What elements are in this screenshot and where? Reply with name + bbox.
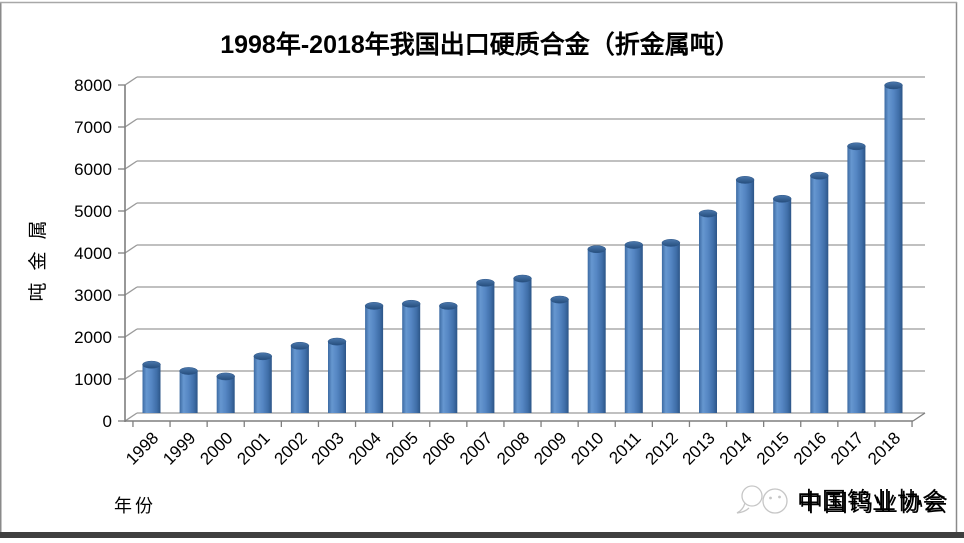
bar-body-2017 bbox=[847, 146, 866, 414]
grid-depth-diagonal bbox=[124, 286, 138, 296]
y-tick-label: 5000 bbox=[74, 202, 112, 221]
y-tick-label: 6000 bbox=[74, 160, 112, 179]
y-tick-label: 0 bbox=[103, 412, 112, 431]
bar-body-2002 bbox=[290, 345, 309, 413]
bar-body-2015 bbox=[773, 198, 792, 413]
bar-cap-1999 bbox=[179, 367, 198, 375]
bar-body-2005 bbox=[402, 303, 421, 413]
chart-title: 1998年-2018年我国出口硬质合金（折金属吨） bbox=[220, 30, 740, 59]
x-tick-label: 1998 bbox=[122, 428, 162, 468]
x-axis-title: 年份 bbox=[114, 496, 156, 516]
bar-cap-2011 bbox=[624, 241, 644, 249]
bar-cap-2014 bbox=[735, 176, 755, 184]
y-tick-label: 2000 bbox=[74, 328, 112, 347]
x-tick-label: 2012 bbox=[642, 428, 682, 468]
bar-cap-2004 bbox=[364, 302, 384, 310]
x-tick-label: 2017 bbox=[827, 428, 867, 468]
x-tick-label: 2005 bbox=[382, 428, 422, 468]
x-tick-label: 2009 bbox=[530, 428, 570, 468]
grid-depth-diagonal bbox=[124, 118, 138, 128]
bar-body-2012 bbox=[661, 242, 680, 413]
watermark-text: 中国钨业协会 bbox=[797, 488, 947, 515]
x-tick-label: 2001 bbox=[233, 428, 273, 468]
bar-cap-2012 bbox=[661, 239, 681, 247]
grid-depth-diagonal bbox=[124, 202, 138, 212]
bar-cap-2007 bbox=[476, 278, 495, 287]
bar-body-2000 bbox=[216, 376, 235, 413]
bar-body-2013 bbox=[699, 213, 717, 413]
floor-right-diagonal bbox=[912, 412, 926, 422]
x-tick-label: 2003 bbox=[308, 428, 348, 468]
bar-body-2016 bbox=[810, 175, 829, 413]
x-tick-label: 2015 bbox=[753, 428, 793, 468]
x-tick-label: 2016 bbox=[790, 428, 830, 468]
grid-depth-diagonal bbox=[124, 244, 138, 254]
grid-depth-diagonal bbox=[124, 370, 138, 380]
x-tick-label: 2018 bbox=[864, 428, 904, 468]
grid-depth-diagonal bbox=[124, 160, 138, 170]
watermark-text-shadow: 中国钨业协会 bbox=[799, 490, 949, 517]
bar-cap-2017 bbox=[847, 142, 866, 151]
bar-cap-2000 bbox=[216, 372, 235, 381]
bar-cap-2003 bbox=[327, 337, 347, 346]
bar-body-1998 bbox=[142, 364, 161, 413]
bar-body-2010 bbox=[587, 249, 606, 413]
bottom-bar bbox=[0, 532, 964, 538]
bar-body-2008 bbox=[513, 278, 532, 413]
grid-depth-diagonal bbox=[124, 328, 138, 338]
x-tick-label: 1999 bbox=[159, 428, 199, 468]
y-tick-label: 8000 bbox=[74, 76, 112, 95]
bar-body-2007 bbox=[476, 282, 495, 413]
y-tick-label: 1000 bbox=[74, 370, 112, 389]
x-tick-label: 2013 bbox=[679, 428, 719, 468]
bar-cap-2018 bbox=[884, 81, 903, 90]
bar-cap-1998 bbox=[142, 360, 161, 369]
bar-cap-2006 bbox=[439, 302, 458, 310]
x-tick-label: 2008 bbox=[493, 428, 533, 468]
y-tick-label: 3000 bbox=[74, 286, 112, 305]
bar-body-2014 bbox=[736, 179, 755, 413]
watermark: 中国钨业协会 中国钨业协会 bbox=[736, 485, 949, 517]
x-tick-label: 2007 bbox=[456, 428, 496, 468]
y-tick-label: 4000 bbox=[74, 244, 112, 263]
bar-body-2006 bbox=[439, 305, 458, 413]
bar-body-1999 bbox=[179, 371, 198, 413]
bar-cap-2016 bbox=[810, 171, 829, 180]
bar-body-2009 bbox=[550, 299, 569, 413]
x-tick-label: 2004 bbox=[345, 428, 385, 468]
bar-body-2018 bbox=[884, 85, 903, 414]
bar-cap-2015 bbox=[772, 194, 792, 203]
x-tick-label: 2002 bbox=[271, 428, 311, 468]
x-tick-label: 2014 bbox=[716, 428, 756, 468]
bar-cap-2005 bbox=[401, 299, 421, 308]
bar-cap-2010 bbox=[587, 245, 606, 254]
bar-body-2003 bbox=[328, 341, 346, 413]
x-tick-label: 2006 bbox=[419, 428, 459, 468]
x-tick-label: 2011 bbox=[605, 428, 644, 467]
y-tick-label: 7000 bbox=[74, 118, 112, 137]
bar-cap-2008 bbox=[513, 274, 532, 283]
plot-area: 0 1000 2000 3000 4000 5000 6000 7000 8000 1998199… bbox=[74, 76, 926, 469]
bar-body-2011 bbox=[624, 245, 643, 413]
mascot-face-with-speech-bubble-icon bbox=[736, 485, 788, 514]
y-axis-title: 吨金属 bbox=[27, 208, 49, 301]
grid-depth-diagonal bbox=[124, 76, 138, 86]
bar-body-2004 bbox=[365, 305, 384, 413]
bar-cap-2009 bbox=[550, 295, 569, 304]
bar-cap-2002 bbox=[290, 341, 310, 350]
bar-body-2001 bbox=[253, 356, 272, 413]
bar-cap-2013 bbox=[698, 209, 718, 218]
x-tick-label: 2010 bbox=[567, 428, 607, 468]
x-tick-label: 2000 bbox=[196, 428, 236, 468]
bar-cap-2001 bbox=[253, 352, 273, 361]
grid-depth-diagonal bbox=[124, 412, 138, 422]
